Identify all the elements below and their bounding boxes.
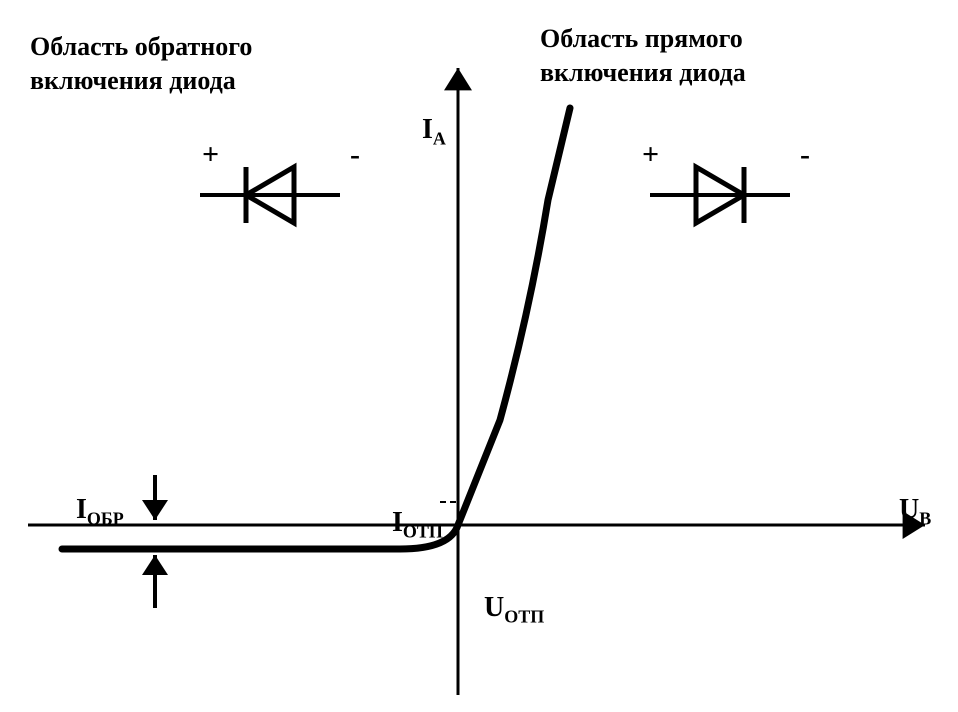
diode-forward-icon bbox=[650, 167, 790, 223]
forward-minus-sign: - bbox=[800, 138, 810, 172]
forward-plus-sign: + bbox=[642, 138, 659, 172]
u-otp-label: UОТП bbox=[470, 560, 544, 628]
i-obr-marker bbox=[142, 475, 168, 608]
reverse-plus-sign: + bbox=[202, 138, 219, 172]
reverse-minus-sign: - bbox=[350, 138, 360, 172]
reverse-region-label: Область обратного включения диода bbox=[30, 30, 252, 98]
i-obr-label: IОБР bbox=[62, 462, 124, 530]
x-axis-label: UB bbox=[885, 462, 931, 530]
diode-reverse-icon bbox=[200, 167, 340, 223]
forward-region-label: Область прямого включения диода bbox=[540, 22, 746, 90]
iv-curve bbox=[62, 108, 570, 549]
y-axis bbox=[444, 68, 472, 695]
x-axis bbox=[28, 511, 925, 539]
i-otp-label: IОТП bbox=[378, 475, 443, 543]
y-axis-label: IA bbox=[408, 82, 446, 150]
